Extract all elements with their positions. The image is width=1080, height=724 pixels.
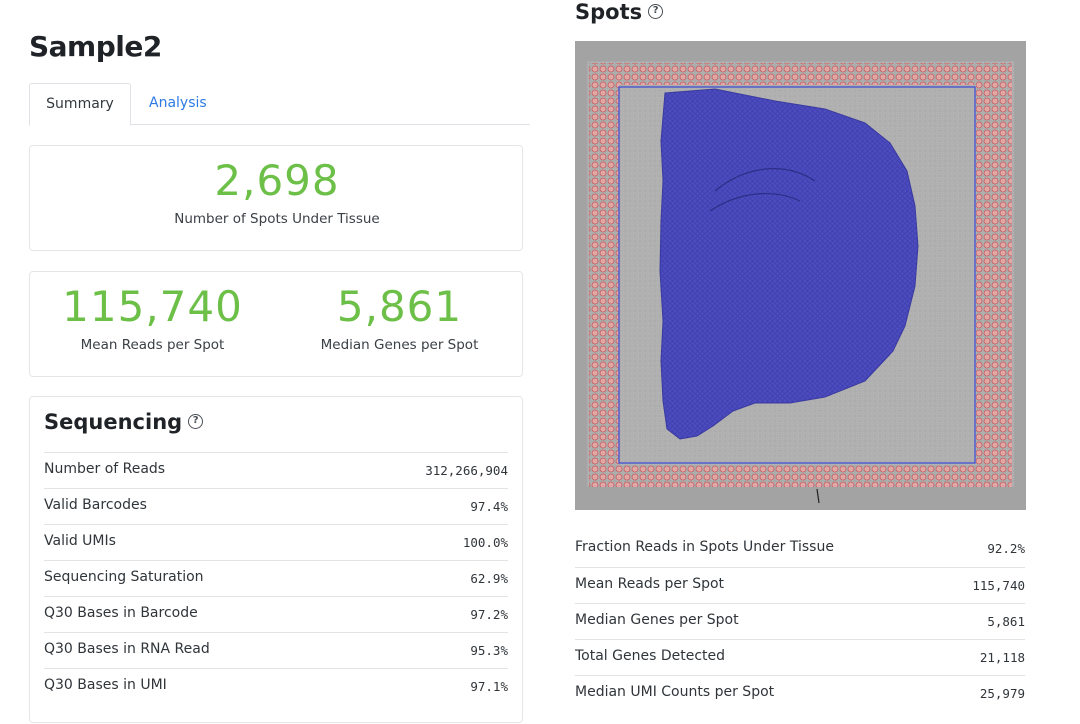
metric-value: 115,740 [972, 578, 1025, 593]
tab-summary[interactable]: Summary [29, 83, 131, 126]
tissue-spots-image [575, 41, 1026, 510]
metric-value: 312,266,904 [425, 463, 508, 478]
reads-genes-card: 115,740 Mean Reads per Spot 5,861 Median… [29, 271, 523, 377]
metric-label: Q30 Bases in UMI [44, 677, 167, 693]
mean-reads-label: Mean Reads per Spot [80, 337, 225, 353]
metric-value: 97.4% [470, 499, 508, 514]
metric-label: Valid Barcodes [44, 497, 147, 513]
metric-row: Q30 Bases in Barcode 97.2% [44, 596, 508, 632]
sequencing-metrics-table: Number of Reads 312,266,904 Valid Barcodes… [44, 452, 508, 704]
metric-value: 25,979 [979, 686, 1025, 701]
metric-label: Median UMI Counts per Spot [575, 684, 775, 700]
metric-value: 92.2% [987, 541, 1025, 556]
fiducial-bottom [589, 465, 1012, 487]
spots-under-tissue-value: 2,698 [214, 156, 340, 205]
metric-row: Q30 Bases in RNA Read 95.3% [44, 632, 508, 668]
metric-value: 62.9% [470, 571, 508, 586]
metric-row: Fraction Reads in Spots Under Tissue 92.2… [575, 531, 1025, 567]
median-genes-value: 5,861 [336, 282, 463, 331]
tissue-spots-svg [575, 41, 1026, 510]
sequencing-title-text: Sequencing [44, 410, 183, 434]
metric-row: Sequencing Saturation 62.9% [44, 560, 508, 596]
metric-row: Number of Reads 312,266,904 [44, 452, 508, 488]
spots-under-tissue-card: 2,698 Number of Spots Under Tissue [29, 145, 523, 251]
sequencing-title: Sequencing? [44, 410, 204, 434]
metric-row: Valid Barcodes 97.4% [44, 488, 508, 524]
metric-label: Q30 Bases in Barcode [44, 605, 198, 621]
metric-label: Mean Reads per Spot [575, 576, 725, 592]
fiducial-top [589, 63, 1012, 85]
metric-label: Q30 Bases in RNA Read [44, 641, 210, 657]
metric-row: Median Genes per Spot 5,861 [575, 603, 1025, 639]
metric-label: Fraction Reads in Spots Under Tissue [575, 539, 834, 555]
spots-metrics-table: Fraction Reads in Spots Under Tissue 92.2… [575, 531, 1025, 711]
metric-row: Q30 Bases in UMI 97.1% [44, 668, 508, 704]
metric-label: Number of Reads [44, 461, 166, 477]
metric-value: 5,861 [987, 614, 1025, 629]
capture-area-border [618, 86, 976, 464]
page-title: Sample2 [29, 30, 162, 63]
spots-title-text: Spots [575, 0, 643, 24]
fiducial-right [976, 85, 1012, 465]
metric-row: Total Genes Detected 21,118 [575, 639, 1025, 675]
metric-row: Mean Reads per Spot 115,740 [575, 567, 1025, 603]
spots-under-tissue-label: Number of Spots Under Tissue [174, 211, 380, 227]
question-circle-icon[interactable]: ? [188, 413, 204, 429]
metric-row: Valid UMIs 100.0% [44, 524, 508, 560]
metric-value: 21,118 [979, 650, 1025, 665]
metric-row: Median UMI Counts per Spot 25,979 [575, 675, 1025, 711]
mean-reads-value: 115,740 [62, 282, 243, 331]
spots-title: Spots? [575, 0, 664, 24]
tab-analysis[interactable]: Analysis [149, 95, 207, 111]
median-genes-label: Median Genes per Spot [320, 337, 479, 353]
metric-label: Total Genes Detected [575, 648, 726, 664]
tissue-region [659, 88, 919, 440]
sequencing-card: Sequencing? Number of Reads 312,266,904 Va… [29, 396, 523, 723]
fiducial-left [589, 85, 619, 465]
metric-value: 100.0% [462, 535, 508, 550]
metric-label: Median Genes per Spot [575, 612, 739, 628]
question-circle-icon[interactable]: ? [648, 3, 664, 19]
metric-value: 95.3% [470, 643, 508, 658]
tab-bar: Summary Analysis [29, 83, 530, 126]
metric-label: Valid UMIs [44, 533, 116, 549]
metric-label: Sequencing Saturation [44, 569, 204, 585]
metric-value: 97.1% [470, 679, 508, 694]
metric-value: 97.2% [470, 607, 508, 622]
